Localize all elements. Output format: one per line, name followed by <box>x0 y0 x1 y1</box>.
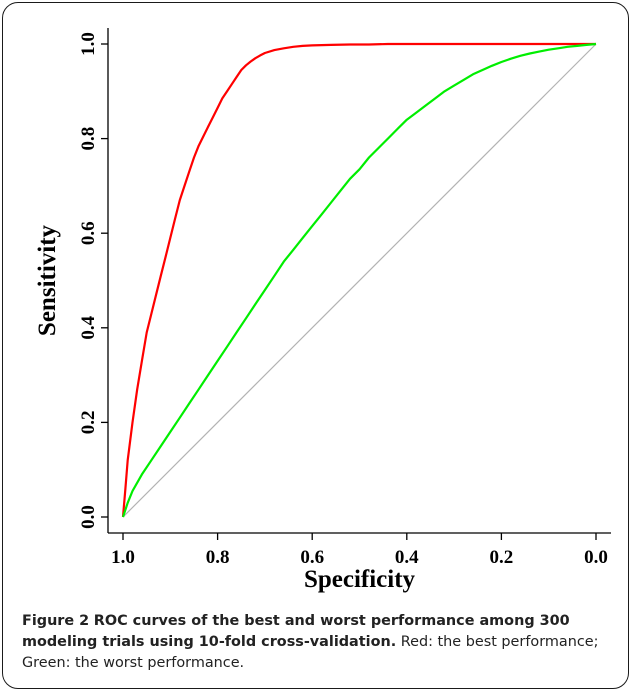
red-roc-curve <box>121 42 596 518</box>
y-tick-label: 0.8 <box>78 127 99 151</box>
roc-chart: 1.0 0.8 0.6 0.4 0.2 0.0 0.0 0.2 0.4 0.6 0.8 1.0 Spec… <box>34 28 611 593</box>
plot-area: 1.0 0.8 0.6 0.4 0.2 0.0 0.0 0.2 0.4 0.6 0.8 1.0 Spec… <box>34 28 611 593</box>
caption-title: ROC curves of the best and worst perform… <box>22 613 570 650</box>
x-tick-label: 0.6 <box>300 547 324 568</box>
x-tick-label: 0.0 <box>584 547 608 568</box>
y-tick-label: 0.4 <box>78 315 99 339</box>
x-tick-label: 0.4 <box>395 547 419 568</box>
y-tick-label: 0.0 <box>78 505 99 529</box>
y-tick-label: 1.0 <box>78 32 99 56</box>
x-tick-label: 0.8 <box>206 547 230 568</box>
x-axis-title: Specificity <box>304 566 416 593</box>
diagonal-reference-line <box>122 43 597 518</box>
caption-label: Figure 2 <box>22 613 90 629</box>
x-tick-label: 0.2 <box>490 547 514 568</box>
caption-text: Red: the best performance; Green: the wo… <box>22 634 599 671</box>
y-tick-label: 0.6 <box>78 221 99 245</box>
y-tick-label: 0.2 <box>78 411 99 435</box>
green-roc-curve <box>121 42 597 518</box>
figure-caption: Figure 2 ROC curves of the best and wors… <box>22 611 614 674</box>
y-axis-title: Sensitivity <box>34 224 61 336</box>
x-tick-label: 1.0 <box>111 547 135 568</box>
